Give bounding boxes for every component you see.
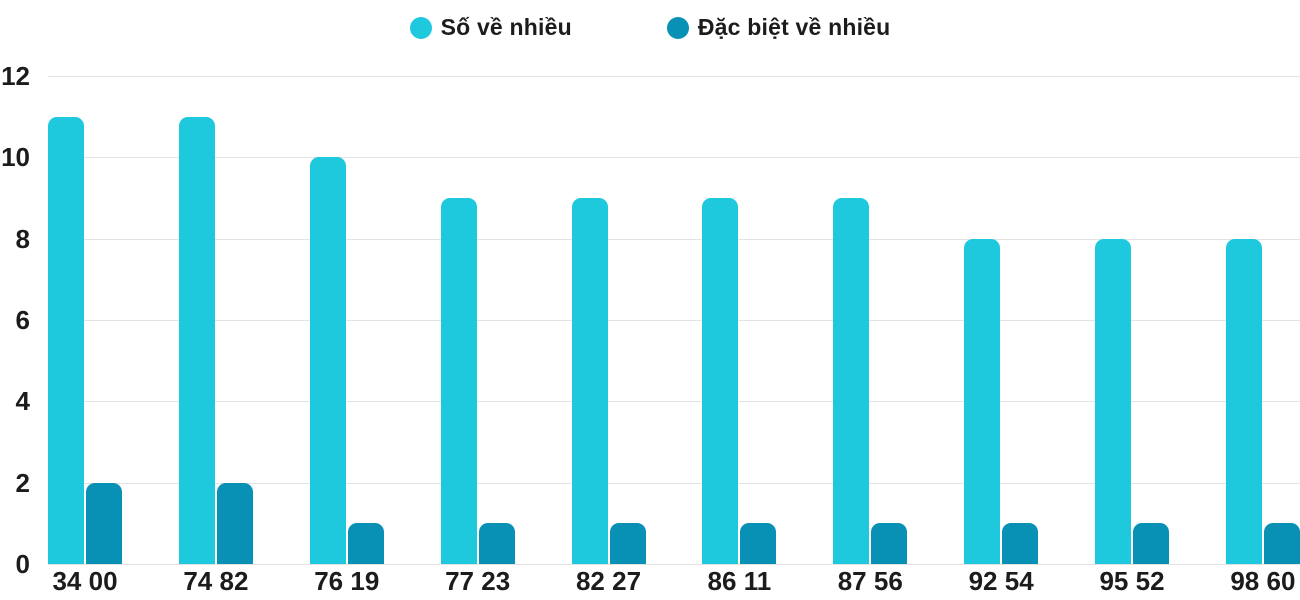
bar-series-0[interactable]: [178, 116, 215, 564]
bar-series-1[interactable]: [740, 523, 777, 564]
bar-group: 77 23: [440, 76, 515, 594]
y-axis-tick-label: 12: [1, 61, 30, 91]
y-axis-tick-label: 8: [15, 223, 30, 254]
bar-group: 74 82: [178, 76, 253, 594]
legend: Số về nhiều Đặc biệt về nhiều: [0, 14, 1300, 41]
gridline: [48, 76, 1300, 77]
x-axis-category-label: 86 11: [707, 566, 772, 596]
x-axis-category-label: 98 60: [1230, 566, 1296, 596]
legend-label: Số về nhiều: [440, 14, 572, 40]
bar-series-1[interactable]: [1263, 523, 1300, 564]
gridline: [48, 564, 1300, 565]
bar-series-1[interactable]: [86, 482, 122, 564]
legend-color-dot: [666, 16, 689, 39]
bar-group: 76 19: [309, 76, 384, 594]
bar-series-0[interactable]: [833, 198, 870, 564]
gridlines: [48, 76, 1300, 565]
bar-series-1[interactable]: [1133, 523, 1169, 564]
bar-series-1[interactable]: [1002, 523, 1039, 564]
x-axis-category-label: 95 52: [1099, 566, 1165, 596]
legend-label: Đặc biệt về nhiều: [697, 14, 891, 40]
bar-group: 92 54: [964, 76, 1039, 594]
bar-series-0[interactable]: [440, 198, 477, 564]
gridline: [48, 482, 1300, 484]
x-axis-category-label: 76 19: [314, 566, 380, 596]
bar-series-0[interactable]: [1225, 238, 1262, 564]
x-axis-category-label: 34 00: [52, 566, 118, 596]
y-axis-tick-label: 2: [15, 467, 30, 498]
bar-group: 95 52: [1095, 76, 1169, 594]
x-axis-category-label: 87 56: [837, 566, 903, 596]
y-axis: 0 2 4 6 8 10 12: [0, 63, 30, 577]
bar-series-0[interactable]: [571, 198, 608, 564]
legend-item-series-0[interactable]: Số về nhiều: [409, 14, 572, 41]
bar-group: 98 60: [1225, 76, 1300, 594]
gridline: [48, 320, 1300, 321]
plot-area: 34 00 74 82 76 19 77 23 82 27 86 11 87 56 92 54…: [48, 76, 1300, 594]
y-axis-tick-label: 4: [15, 386, 30, 417]
bar-series-1[interactable]: [609, 523, 646, 564]
bar-series-0[interactable]: [964, 238, 1001, 564]
gridline: [48, 401, 1300, 403]
y-axis-tick-label: 10: [1, 142, 30, 173]
x-axis-category-label: 74 82: [183, 566, 249, 596]
bar-series-0[interactable]: [1095, 238, 1131, 564]
x-axis-category-label: 92 54: [968, 566, 1034, 596]
bar-group: 87 56: [833, 76, 908, 594]
bar-group: 34 00: [48, 76, 122, 594]
x-axis-category-label: 77 23: [445, 566, 511, 596]
bar-series-1[interactable]: [478, 523, 515, 564]
legend-item-series-1[interactable]: Đặc biệt về nhiều: [666, 14, 891, 41]
bar-series-1[interactable]: [347, 523, 384, 564]
y-axis-tick-label: 6: [15, 305, 30, 335]
bar-series-1[interactable]: [871, 523, 908, 564]
x-axis-category-label: 82 27: [575, 566, 642, 596]
bar-series-1[interactable]: [216, 482, 253, 564]
legend-color-dot: [409, 16, 432, 39]
bar-series-0[interactable]: [309, 157, 346, 564]
bar-series-0[interactable]: [702, 198, 739, 564]
y-axis-tick-label: 0: [15, 549, 30, 579]
bar-group: 82 27: [571, 76, 646, 594]
bar-group: 86 11: [702, 76, 777, 594]
bar-series-0[interactable]: [48, 116, 84, 564]
gridline: [48, 238, 1300, 240]
gridline: [48, 157, 1300, 159]
